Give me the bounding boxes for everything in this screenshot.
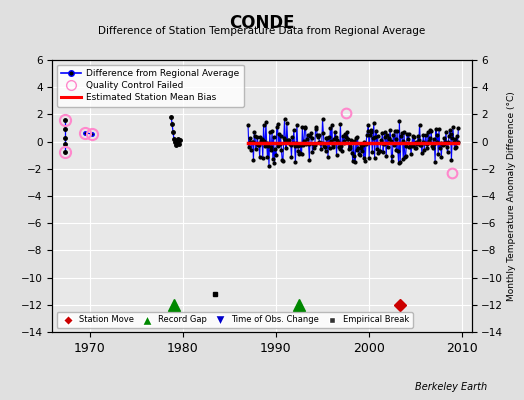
Y-axis label: Monthly Temperature Anomaly Difference (°C): Monthly Temperature Anomaly Difference (… xyxy=(507,91,517,301)
Text: Berkeley Earth: Berkeley Earth xyxy=(415,382,487,392)
Text: Difference of Station Temperature Data from Regional Average: Difference of Station Temperature Data f… xyxy=(99,26,425,36)
Text: CONDE: CONDE xyxy=(230,14,294,32)
Legend: Station Move, Record Gap, Time of Obs. Change, Empirical Break: Station Move, Record Gap, Time of Obs. C… xyxy=(57,312,413,328)
